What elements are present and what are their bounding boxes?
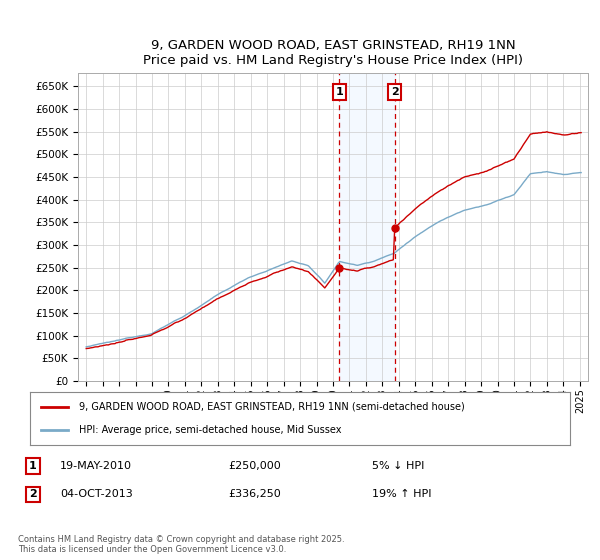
Text: 04-OCT-2013: 04-OCT-2013 xyxy=(60,489,133,500)
Text: £336,250: £336,250 xyxy=(228,489,281,500)
Title: 9, GARDEN WOOD ROAD, EAST GRINSTEAD, RH19 1NN
Price paid vs. HM Land Registry's : 9, GARDEN WOOD ROAD, EAST GRINSTEAD, RH1… xyxy=(143,39,523,67)
Text: 19% ↑ HPI: 19% ↑ HPI xyxy=(372,489,431,500)
Text: 1: 1 xyxy=(335,87,343,97)
Text: Contains HM Land Registry data © Crown copyright and database right 2025.
This d: Contains HM Land Registry data © Crown c… xyxy=(18,535,344,554)
Text: 2: 2 xyxy=(391,87,398,97)
Text: £250,000: £250,000 xyxy=(228,461,281,471)
Text: 1: 1 xyxy=(29,461,37,471)
Text: 5% ↓ HPI: 5% ↓ HPI xyxy=(372,461,424,471)
Text: HPI: Average price, semi-detached house, Mid Sussex: HPI: Average price, semi-detached house,… xyxy=(79,425,341,435)
Bar xyxy=(339,73,395,381)
Text: 2: 2 xyxy=(29,489,37,500)
Text: 9, GARDEN WOOD ROAD, EAST GRINSTEAD, RH19 1NN (semi-detached house): 9, GARDEN WOOD ROAD, EAST GRINSTEAD, RH1… xyxy=(79,402,464,412)
Text: 19-MAY-2010: 19-MAY-2010 xyxy=(60,461,132,471)
